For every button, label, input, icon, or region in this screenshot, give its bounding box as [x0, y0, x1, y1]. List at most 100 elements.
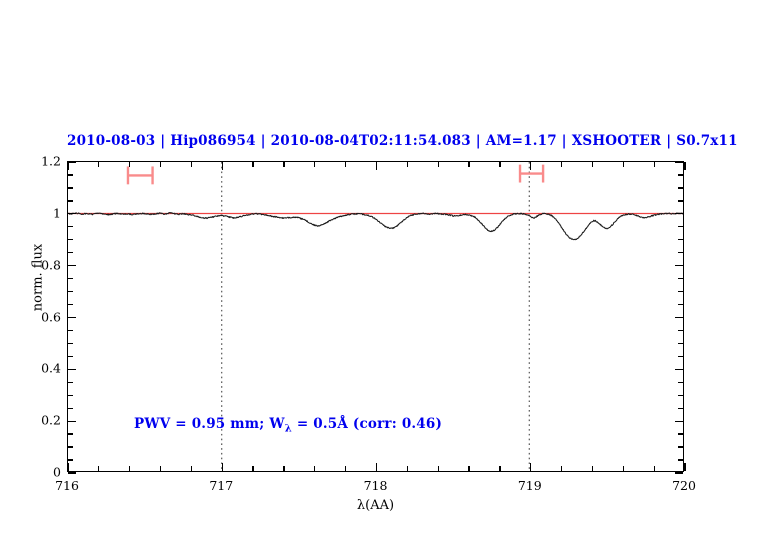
ytick-major-0.80-right [675, 265, 683, 267]
pwv-annotation: PWV = 0.95 mm; Wλ = 0.5Å (corr: 0.46) [134, 416, 442, 435]
ytick-minor-0.90-right [678, 239, 683, 241]
xtick-major-716.0-top [67, 162, 69, 170]
xtick-minor-719.6-bottom [622, 466, 624, 471]
ytick-label-1: 1 [53, 205, 61, 221]
continuum-line-layer [68, 212, 683, 215]
ytick-minor-0.75-left [68, 277, 73, 280]
xtick-minor-719.8-bottom [653, 466, 655, 471]
xtick-minor-718.6-top [468, 162, 470, 167]
ytick-minor-1.10-right [678, 187, 683, 189]
plot-area [68, 162, 683, 471]
xtick-minor-716.6-top [159, 162, 162, 167]
xtick-minor-717.2-top [252, 162, 254, 167]
ytick-minor-0.10-right [678, 446, 683, 448]
ytick-major-0.20-right [675, 420, 683, 422]
xtick-minor-719.2-top [560, 162, 563, 167]
xtick-major-720.0-top [684, 162, 686, 170]
xtick-label-719: 719 [517, 478, 542, 493]
ytick-minor-0.30-left [68, 394, 73, 396]
xtick-minor-716.2-bottom [98, 466, 100, 471]
xtick-minor-716.4-bottom [129, 466, 131, 471]
ytick-major-0.20-left [68, 420, 76, 422]
spectrum-trace-layer [68, 212, 683, 241]
xtick-label-717: 717 [209, 478, 234, 493]
ytick-minor-0.65-right [678, 303, 683, 306]
xtick-major-716.0-bottom [67, 463, 69, 471]
ytick-minor-0.95-right [678, 226, 683, 228]
xtick-minor-718.8-bottom [499, 466, 501, 471]
ytick-major-0.60-left [68, 316, 76, 319]
ytick-label-0.2: 0.2 [41, 412, 61, 428]
ytick-minor-0.15-right [678, 433, 683, 435]
xtick-major-718.0-top [375, 162, 378, 170]
ytick-minor-0.50-left [68, 342, 73, 345]
y-axis-label: norm. flux [30, 243, 46, 312]
ytick-minor-1.10-left [68, 187, 73, 189]
ytick-minor-0.55-right [678, 329, 683, 332]
ew-marker-2 [518, 164, 545, 183]
ytick-major-0.00-right [675, 472, 683, 474]
xtick-minor-716.4-top [129, 162, 131, 167]
xtick-label-720: 720 [672, 478, 696, 493]
ytick-minor-0.45-right [678, 355, 683, 358]
ytick-minor-0.70-right [678, 290, 683, 293]
ytick-minor-0.05-left [68, 459, 73, 461]
ytick-major-1.00-left [68, 213, 76, 215]
ytick-minor-0.05-right [678, 459, 683, 461]
ytick-major-1.20-right [675, 161, 683, 163]
ytick-minor-1.05-left [68, 200, 73, 202]
annotation-subscript: λ [284, 423, 292, 435]
ytick-major-1.00-right [675, 213, 683, 215]
ytick-major-0.60-right [675, 316, 683, 319]
ytick-label-0.6: 0.6 [41, 309, 61, 324]
xtick-minor-718.2-bottom [406, 466, 408, 471]
xtick-minor-717.6-top [314, 162, 316, 167]
ytick-minor-1.05-right [678, 200, 683, 202]
xtick-minor-717.4-bottom [283, 466, 285, 471]
xtick-minor-719.6-top [622, 162, 624, 167]
ytick-label-0.4: 0.4 [41, 360, 61, 376]
xtick-minor-717.2-bottom [252, 466, 254, 471]
ytick-label-1.2: 1.2 [41, 153, 61, 169]
xtick-minor-719.4-bottom [591, 466, 594, 471]
ytick-minor-0.45-left [68, 355, 73, 358]
ytick-minor-0.55-left [68, 329, 73, 332]
ew-marker-1 [126, 166, 154, 185]
xtick-minor-717.8-bottom [345, 466, 347, 471]
x-axis-label: λ(AA) [356, 498, 395, 513]
spectrum-trace [68, 212, 683, 241]
ytick-minor-0.85-left [68, 252, 73, 254]
xtick-minor-716.6-bottom [159, 466, 162, 471]
axes-frame [67, 161, 686, 474]
xtick-major-718.0-bottom [375, 463, 378, 471]
xtick-major-717.0-top [221, 162, 223, 170]
xtick-minor-718.4-top [437, 162, 439, 167]
xtick-major-717.0-bottom [221, 463, 223, 471]
xtick-minor-718.4-bottom [437, 466, 439, 471]
plot-title: 2010-08-03 | Hip086954 | 2010-08-04T02:1… [67, 133, 738, 149]
xtick-minor-717.4-top [283, 162, 285, 167]
ytick-minor-1.15-right [678, 174, 683, 176]
ytick-major-0.00-left [68, 472, 76, 474]
ytick-minor-0.25-right [678, 407, 683, 409]
xtick-label-718: 718 [363, 478, 388, 493]
ytick-minor-0.25-left [68, 407, 73, 409]
ytick-minor-0.10-left [68, 446, 73, 448]
annotation-suffix: = 0.5Å (corr: 0.46) [291, 416, 443, 432]
ytick-minor-0.35-left [68, 381, 73, 383]
ytick-minor-0.65-left [68, 303, 73, 306]
xtick-minor-716.8-bottom [190, 466, 193, 471]
xtick-minor-719.2-bottom [560, 466, 563, 471]
ytick-minor-0.95-left [68, 226, 73, 228]
ytick-label-0.8: 0.8 [41, 257, 61, 273]
ytick-minor-0.75-right [678, 277, 683, 280]
xtick-minor-718.8-top [499, 162, 501, 167]
xtick-label-716: 716 [55, 478, 79, 493]
xtick-minor-717.8-top [345, 162, 347, 167]
equivalent-width-markers-layer [126, 164, 545, 185]
ytick-minor-0.50-right [678, 342, 683, 345]
ytick-major-0.40-left [68, 368, 76, 370]
xtick-minor-717.6-bottom [314, 466, 316, 471]
annotation-prefix: PWV = 0.95 mm; W [134, 416, 285, 432]
